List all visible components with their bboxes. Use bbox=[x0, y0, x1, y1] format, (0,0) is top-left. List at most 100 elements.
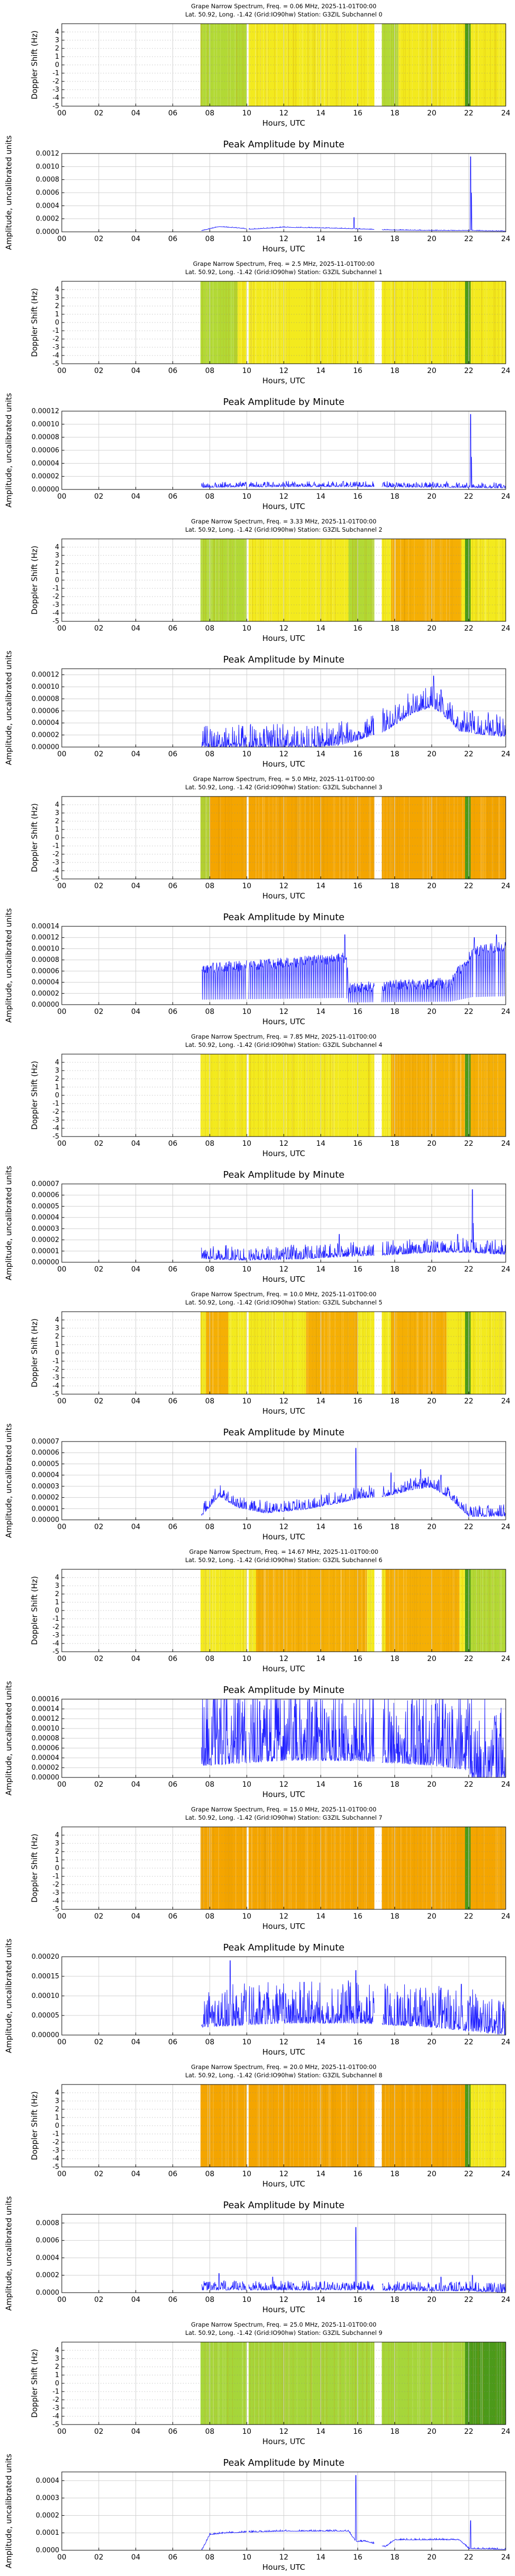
x-tick-label: 12 bbox=[279, 2038, 288, 2046]
x-tick-label: 20 bbox=[427, 1140, 436, 1148]
y-tick-label: -2 bbox=[53, 2396, 59, 2404]
x-tick-label: 12 bbox=[279, 624, 288, 633]
spectrogram-texture bbox=[208, 2342, 209, 2425]
x-tick-label: 04 bbox=[131, 1781, 141, 1789]
spectrogram-texture bbox=[365, 1569, 366, 1652]
y-tick-label: 0.00002 bbox=[31, 473, 59, 481]
spectrogram-texture bbox=[359, 796, 360, 879]
spectrogram-texture bbox=[246, 539, 247, 621]
spectrogram-texture bbox=[444, 281, 445, 364]
spectrogram-texture bbox=[262, 1569, 263, 1652]
spectrogram-texture bbox=[354, 1312, 355, 1394]
spectrogram-subtitle: Lat. 50.92, Long. -1.42 (Grid:IO90hw) St… bbox=[185, 1556, 383, 1564]
x-tick-label: 12 bbox=[279, 1655, 288, 1663]
x-tick-label: 04 bbox=[131, 1265, 141, 1274]
spectrogram-texture bbox=[333, 1054, 334, 1137]
spectrogram-texture bbox=[499, 796, 500, 879]
spectrogram-texture bbox=[347, 2084, 348, 2167]
spectrogram-texture bbox=[382, 2084, 383, 2167]
x-tick-label: 02 bbox=[94, 2428, 104, 2436]
amplitude-frame bbox=[61, 1956, 506, 2036]
spectrogram-texture bbox=[356, 1312, 357, 1394]
spectrogram-texture bbox=[318, 1312, 319, 1394]
spectrogram-texture bbox=[370, 2342, 371, 2425]
spectrogram-texture bbox=[259, 2084, 260, 2167]
spectrogram-texture bbox=[447, 2342, 448, 2425]
spectrogram-texture bbox=[207, 539, 208, 621]
spectrogram-texture bbox=[414, 1827, 415, 1909]
spectrogram-texture bbox=[392, 539, 393, 621]
spectrogram-texture bbox=[382, 796, 383, 879]
spectrogram-texture bbox=[349, 2084, 350, 2167]
spectrogram-texture bbox=[344, 539, 345, 621]
y-tick-label: -3 bbox=[53, 2404, 59, 2412]
x-tick-label: 18 bbox=[390, 2428, 400, 2436]
spectrogram-texture bbox=[305, 1827, 306, 1909]
spectrogram-texture bbox=[449, 539, 450, 621]
x-tick-label: 16 bbox=[353, 493, 363, 501]
x-tick-label: 02 bbox=[94, 882, 104, 890]
x-tick-label: 10 bbox=[242, 1397, 251, 1405]
spectrogram-texture bbox=[452, 1054, 453, 1137]
spectrogram-texture bbox=[504, 1312, 505, 1394]
y-tick-label: 0.00012 bbox=[31, 1715, 59, 1723]
spectrogram-texture bbox=[267, 2084, 268, 2167]
y-tick-label: -2 bbox=[53, 1623, 59, 1631]
y-tick-label: 0.00012 bbox=[31, 408, 59, 415]
spectrogram-texture bbox=[243, 1312, 244, 1394]
spectrogram-texture bbox=[488, 539, 489, 621]
spectrogram-texture bbox=[372, 2342, 373, 2425]
y-tick-label: 0.00000 bbox=[31, 1001, 59, 1009]
amplitude-frame bbox=[61, 1183, 506, 1263]
x-tick-label: 24 bbox=[501, 2296, 510, 2304]
y-tick-label: 0.0012 bbox=[36, 150, 60, 158]
amplitude-frame bbox=[61, 1699, 506, 1778]
spectrogram-texture bbox=[264, 1569, 265, 1652]
x-tick-label: 22 bbox=[464, 367, 473, 375]
spectrogram-texture bbox=[264, 1827, 265, 1909]
spectrogram-texture bbox=[307, 539, 308, 621]
y-tick-label: -3 bbox=[53, 601, 59, 609]
spectrogram-subtitle: Lat. 50.92, Long. -1.42 (Grid:IO90hw) St… bbox=[185, 11, 383, 18]
spectrogram-texture bbox=[289, 2342, 290, 2425]
x-tick-label: 04 bbox=[131, 1008, 141, 1016]
x-tick-label: 16 bbox=[353, 1008, 363, 1016]
x-tick-label: 24 bbox=[501, 235, 510, 243]
spectrogram-texture bbox=[478, 1054, 479, 1137]
amplitude-y-axis-label: Amplitude, uncalibrated units bbox=[4, 2454, 13, 2569]
x-tick-label: 22 bbox=[464, 2296, 473, 2304]
spectrogram-texture bbox=[370, 1569, 371, 1652]
y-tick-label: -1 bbox=[53, 1615, 59, 1623]
spectrogram-texture bbox=[426, 1827, 427, 1909]
spectrogram-texture bbox=[202, 281, 203, 364]
spectrogram-texture bbox=[231, 796, 232, 879]
spectrogram-texture bbox=[218, 796, 219, 879]
spectrogram-texture bbox=[293, 2084, 294, 2167]
x-tick-label: 14 bbox=[316, 1912, 325, 1921]
y-tick-label: -2 bbox=[53, 78, 59, 86]
spectrogram-texture bbox=[457, 1827, 458, 1909]
spectrogram-texture bbox=[269, 1054, 270, 1137]
spectrogram-texture bbox=[459, 2084, 460, 2167]
x-tick-label: 20 bbox=[427, 2428, 436, 2436]
spectrogram-texture bbox=[213, 2342, 214, 2425]
spectrogram-texture bbox=[349, 1569, 350, 1652]
x-tick-label: 08 bbox=[205, 2170, 214, 2178]
y-tick-label: 3 bbox=[55, 809, 59, 817]
y-tick-label: 1 bbox=[55, 2371, 59, 2379]
x-tick-label: 08 bbox=[205, 2296, 214, 2304]
x-tick-label: 04 bbox=[131, 1523, 141, 1531]
x-axis-label: Hours, UTC bbox=[262, 1275, 305, 1284]
spectrogram-texture bbox=[423, 24, 424, 106]
x-tick-label: 02 bbox=[94, 2170, 104, 2178]
y-tick-label: -3 bbox=[53, 344, 59, 351]
y-tick-label: -1 bbox=[53, 70, 59, 77]
spectrogram-texture bbox=[344, 281, 345, 364]
spectrogram-texture bbox=[274, 281, 276, 364]
spectrogram-texture bbox=[394, 1827, 396, 1909]
spectrogram-texture bbox=[271, 539, 272, 621]
x-tick-label: 04 bbox=[131, 1140, 141, 1148]
x-axis-label: Hours, UTC bbox=[262, 502, 305, 511]
spectrogram-frame bbox=[61, 1569, 506, 1652]
x-tick-label: 20 bbox=[427, 1265, 436, 1274]
